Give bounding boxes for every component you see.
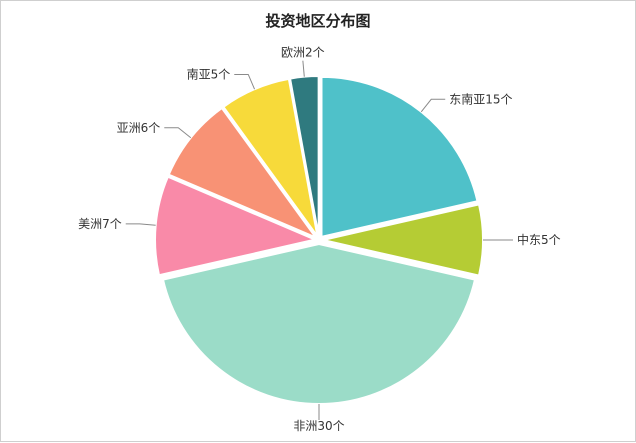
slice-label-1: 中东5个 xyxy=(517,232,561,247)
pie-slices xyxy=(154,75,484,405)
pie-slice-3 xyxy=(154,175,319,277)
chart-title: 投资地区分布图 xyxy=(265,12,371,30)
slice-label-2: 非洲30个 xyxy=(293,419,344,433)
leader-line-6 xyxy=(302,60,305,77)
pie-slice-5 xyxy=(221,77,319,237)
leader-line-4 xyxy=(164,127,192,139)
slice-label-0: 东南亚15个 xyxy=(449,91,512,106)
pie-slice-2 xyxy=(161,242,477,405)
leader-line-3 xyxy=(125,223,156,226)
leader-line-5 xyxy=(234,73,256,90)
pie-slice-1 xyxy=(322,203,484,277)
pie-slice-0 xyxy=(320,75,479,239)
slice-label-5: 南亚5个 xyxy=(187,66,231,81)
slice-label-4: 亚洲6个 xyxy=(117,121,161,135)
leader-line-0 xyxy=(420,98,446,113)
pie-slice-4 xyxy=(167,106,319,240)
slice-label-3: 美洲7个 xyxy=(78,217,122,231)
slice-label-6: 欧洲2个 xyxy=(281,46,325,60)
